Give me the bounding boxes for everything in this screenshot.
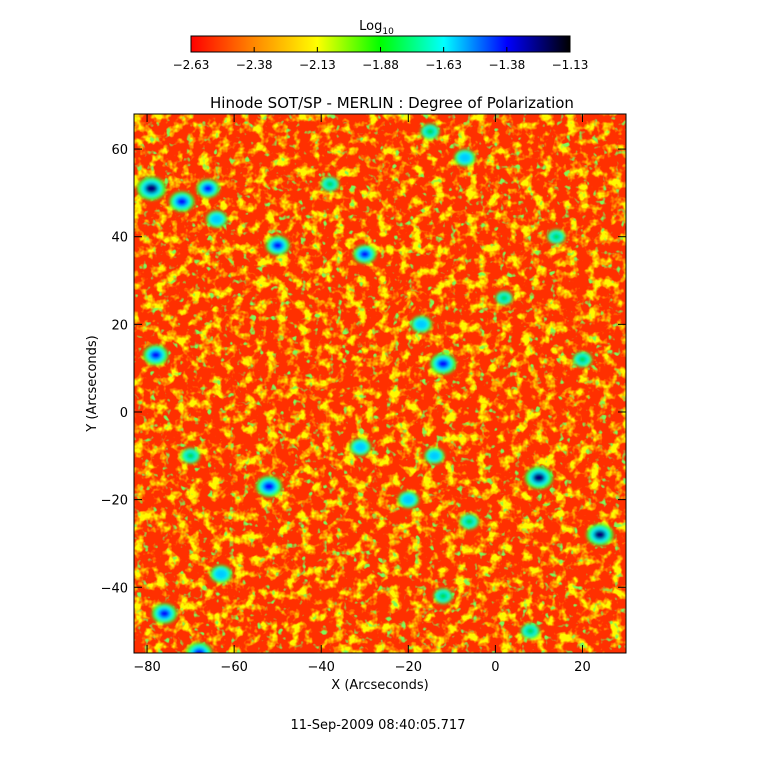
colorbar-tick-label: −1.38 [488,58,525,72]
colorbar-label-subscript: 10 [382,27,394,37]
strong-polarization-patch [272,241,283,250]
x-tick-label: −60 [220,660,247,675]
strong-polarization-patch [186,452,195,460]
strong-polarization-patch [416,320,426,328]
y-tick-label: −20 [101,494,128,509]
y-tick-label: 20 [111,318,128,333]
strong-polarization-patch [593,530,606,540]
plot-frame [133,113,627,654]
colorbar-tick-label: −2.38 [236,58,273,72]
strong-polarization-patch [438,592,448,600]
colorbar: Log10 −2.63 −2.38 −2.13 −1.88 −1.63 −1.38 −1.1… [173,19,589,72]
colorbar-tick-label: −2.63 [173,58,210,72]
x-tick-label: −40 [308,660,335,675]
y-tick-label: 60 [111,143,128,158]
x-tick-label: −80 [133,660,160,675]
strong-polarization-patch [159,609,170,618]
strong-polarization-patch [437,359,449,369]
x-tick-label: 0 [491,660,499,675]
heatmap-texture-mid [134,114,626,653]
colorbar-label-base: Log [359,19,382,34]
strong-polarization-patch [500,295,508,302]
strong-polarization-patch [578,356,587,363]
strong-polarization-patch [202,184,214,193]
strong-polarization-patch [263,482,275,491]
strong-polarization-patch [532,472,546,483]
x-tick-label: 20 [574,660,591,675]
strong-polarization-patch [145,183,158,194]
y-axis-label: Y (Arcseconds) [85,335,100,432]
strong-polarization-patch [359,250,370,259]
heatmap-image [134,114,626,653]
colorbar-tick-label: −1.13 [552,58,589,72]
x-axis-label: X (Arcseconds) [331,678,428,693]
strong-polarization-patch [403,495,413,504]
y-tick-label: 40 [111,231,128,246]
x-tick-label: −20 [395,660,422,675]
y-axis-ticks: −40 −20 0 20 40 60 [101,143,626,596]
y-tick-label: 0 [120,406,128,421]
strong-polarization-patch [460,154,470,162]
strong-polarization-patch [212,215,222,223]
strong-polarization-patch [193,648,205,653]
x-axis-ticks: −80 −60 −40 −20 0 20 [133,114,591,675]
strong-polarization-patch [552,233,561,240]
strong-polarization-patch [430,452,439,460]
strong-polarization-patch [526,627,535,635]
strong-polarization-patch [325,180,334,188]
strong-polarization-patch [176,197,188,206]
colorbar-tick-label: −1.88 [362,58,399,72]
strong-polarization-patch [425,128,435,135]
strong-polarization-patch [150,350,162,360]
heatmap-strong-patches [137,123,614,653]
colorbar-tick-label: −1.63 [425,58,462,72]
timestamp: 11-Sep-2009 08:40:05.717 [291,718,466,733]
colorbar-ticks: −2.63 −2.38 −2.13 −1.88 −1.63 −1.38 −1.13 [173,47,589,72]
plot-area: −80 −60 −40 −20 0 20 −40 −20 0 20 40 60 X (Arcseco… [85,113,627,693]
chart-title: Hinode SOT/SP - MERLIN : Degree of Polar… [210,94,574,112]
y-tick-label: −40 [101,581,128,596]
colorbar-tick-label: −2.13 [299,58,336,72]
strong-polarization-patch [355,443,366,451]
colorbar-label: Log10 [359,19,394,37]
strong-polarization-patch [216,570,226,578]
strong-polarization-patch [465,518,474,525]
